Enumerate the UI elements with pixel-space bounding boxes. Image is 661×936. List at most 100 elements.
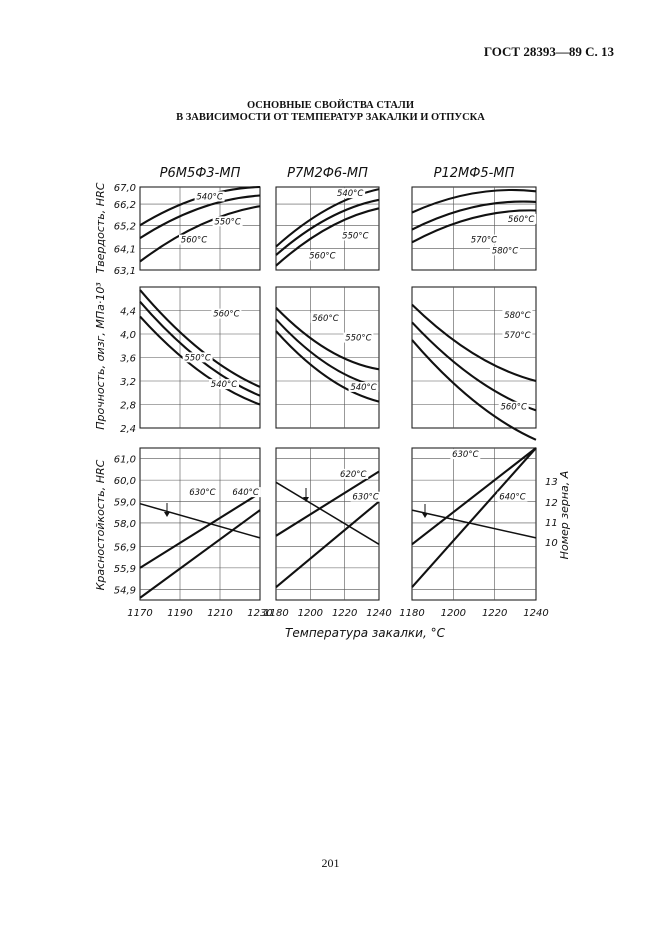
series-label: 560°C — [500, 403, 526, 413]
x-tick-label: 1190 — [167, 608, 192, 619]
y-tick-label: 67,0 — [114, 183, 136, 194]
x-tick-label: 1220 — [332, 608, 357, 619]
series-label-bg — [212, 216, 243, 227]
title-line-1: ОСНОВНЫЕ СВОЙСТВА СТАЛИ — [246, 100, 414, 111]
y-tick-label: 63,1 — [114, 266, 136, 277]
y-tick-label: 3,6 — [120, 354, 136, 365]
series-line-580c — [412, 305, 536, 381]
series-line-560c — [140, 290, 260, 387]
grain-tick-label: 10 — [545, 538, 558, 549]
series-line-620c — [276, 472, 379, 536]
y-tick-label: 4,4 — [120, 307, 136, 318]
x-tick-label: 1210 — [207, 608, 232, 619]
page-number: 201 — [321, 856, 340, 870]
panel-frame-r1-c3 — [411, 186, 537, 271]
series-label: 580°C — [492, 246, 518, 256]
series-label: 560°C — [312, 314, 338, 324]
series-label: 540°C — [337, 189, 363, 199]
series-label-bg — [340, 230, 371, 241]
series-line-grain-number — [140, 504, 260, 538]
series-line-570c — [412, 202, 536, 230]
series-label-bg — [335, 188, 366, 199]
arrow-head — [164, 512, 170, 517]
x-tick-label: 1240 — [366, 608, 391, 619]
series-line-640c — [140, 493, 260, 568]
y-tick-label: 56,9 — [114, 542, 136, 553]
series-line-560c — [412, 340, 536, 440]
series-label: 540°C — [350, 383, 376, 393]
document-title: ОСНОВНЫЕ СВОЙСТВА СТАЛИ В ЗАВИСИМОСТИ ОТ… — [0, 100, 661, 124]
x-tick-label: 1220 — [482, 608, 507, 619]
series-label: 630°C — [452, 450, 478, 460]
series-label-bg — [350, 491, 381, 502]
series-label: 560°C — [508, 215, 534, 225]
right-axis-title: Номер зерна, А — [558, 471, 571, 560]
arrow-head — [303, 497, 309, 502]
y-tick-label: 54,9 — [114, 585, 136, 596]
series-label: 550°C — [342, 231, 368, 241]
series-label-bg — [450, 449, 481, 460]
row-label-red-hardness: Красностойкость, HRC — [94, 459, 107, 590]
series-line-540c — [140, 316, 260, 404]
series-label: 540°C — [196, 192, 222, 202]
series-line-630c — [412, 448, 536, 544]
series-label: 640°C — [499, 493, 525, 503]
series-label: 570°C — [504, 331, 530, 341]
series-label: 560°C — [181, 236, 207, 246]
x-tick-label: 1180 — [263, 608, 288, 619]
series-line-550c — [276, 200, 379, 255]
panel-frame-r3-c2 — [275, 447, 380, 601]
series-line-550c — [140, 196, 260, 239]
row-label-strength: Прочность, σизг, МПа·10³ — [94, 282, 107, 430]
series-line-560c — [276, 208, 379, 265]
y-tick-label: 58,0 — [114, 519, 136, 530]
series-label-bg — [338, 468, 369, 479]
series-label-bg — [506, 213, 537, 224]
column-title-3: Р12МФ5-МП — [434, 166, 515, 181]
x-tick-label: 1200 — [441, 608, 466, 619]
series-label-bg — [348, 381, 379, 392]
series-label: 620°C — [340, 470, 366, 480]
series-label: 550°C — [214, 217, 240, 227]
grain-tick-label: 12 — [545, 498, 558, 509]
series-label-bg — [179, 234, 209, 245]
grain-tick-label: 11 — [545, 518, 558, 529]
series-label-bg — [502, 310, 533, 321]
series-label: 550°C — [184, 353, 210, 363]
column-title-1: Р6М5Ф3-МП — [160, 166, 241, 181]
series-line-630c — [276, 502, 379, 588]
y-tick-label: 64,1 — [114, 245, 136, 256]
series-label: 640°C — [232, 488, 258, 498]
x-tick-label: 1240 — [523, 608, 548, 619]
y-tick-label: 66,2 — [114, 200, 136, 211]
y-tick-label: 60,0 — [114, 476, 136, 487]
y-tick-label: 65,2 — [114, 221, 136, 232]
panel-frame-r3-c1 — [139, 447, 261, 601]
series-label: 580°C — [504, 311, 530, 321]
series-label: 550°C — [345, 334, 371, 344]
series-label-bg — [230, 487, 261, 498]
series-label-bg — [182, 352, 213, 363]
series-line-560c — [140, 206, 260, 261]
title-line-2: В ЗАВИСИМОСТИ ОТ ТЕМПЕРАТУР ЗАКАЛКИ И ОТ… — [176, 112, 485, 123]
panel-frame-r1-c1 — [139, 186, 261, 271]
series-line-560c — [412, 190, 536, 213]
y-tick-label: 2,8 — [120, 401, 136, 412]
y-tick-label: 2,4 — [120, 424, 136, 435]
series-label-bg — [194, 191, 225, 202]
y-tick-label: 4,0 — [120, 330, 136, 341]
series-label-bg — [502, 329, 533, 340]
series-label: 630°C — [352, 493, 378, 503]
y-tick-label: 59,0 — [114, 498, 136, 509]
series-label: 560°C — [213, 310, 239, 320]
column-title-2: Р7М2Ф6-МП — [287, 166, 368, 181]
series-line-grain-number — [412, 510, 536, 538]
y-tick-label: 3,2 — [120, 377, 136, 388]
y-tick-label: 61,0 — [114, 455, 136, 466]
series-line-580c — [412, 210, 536, 242]
x-tick-label: 1170 — [127, 608, 152, 619]
series-label: 540°C — [211, 380, 237, 390]
y-tick-label: 55,9 — [114, 564, 136, 575]
series-label-bg — [468, 234, 499, 245]
